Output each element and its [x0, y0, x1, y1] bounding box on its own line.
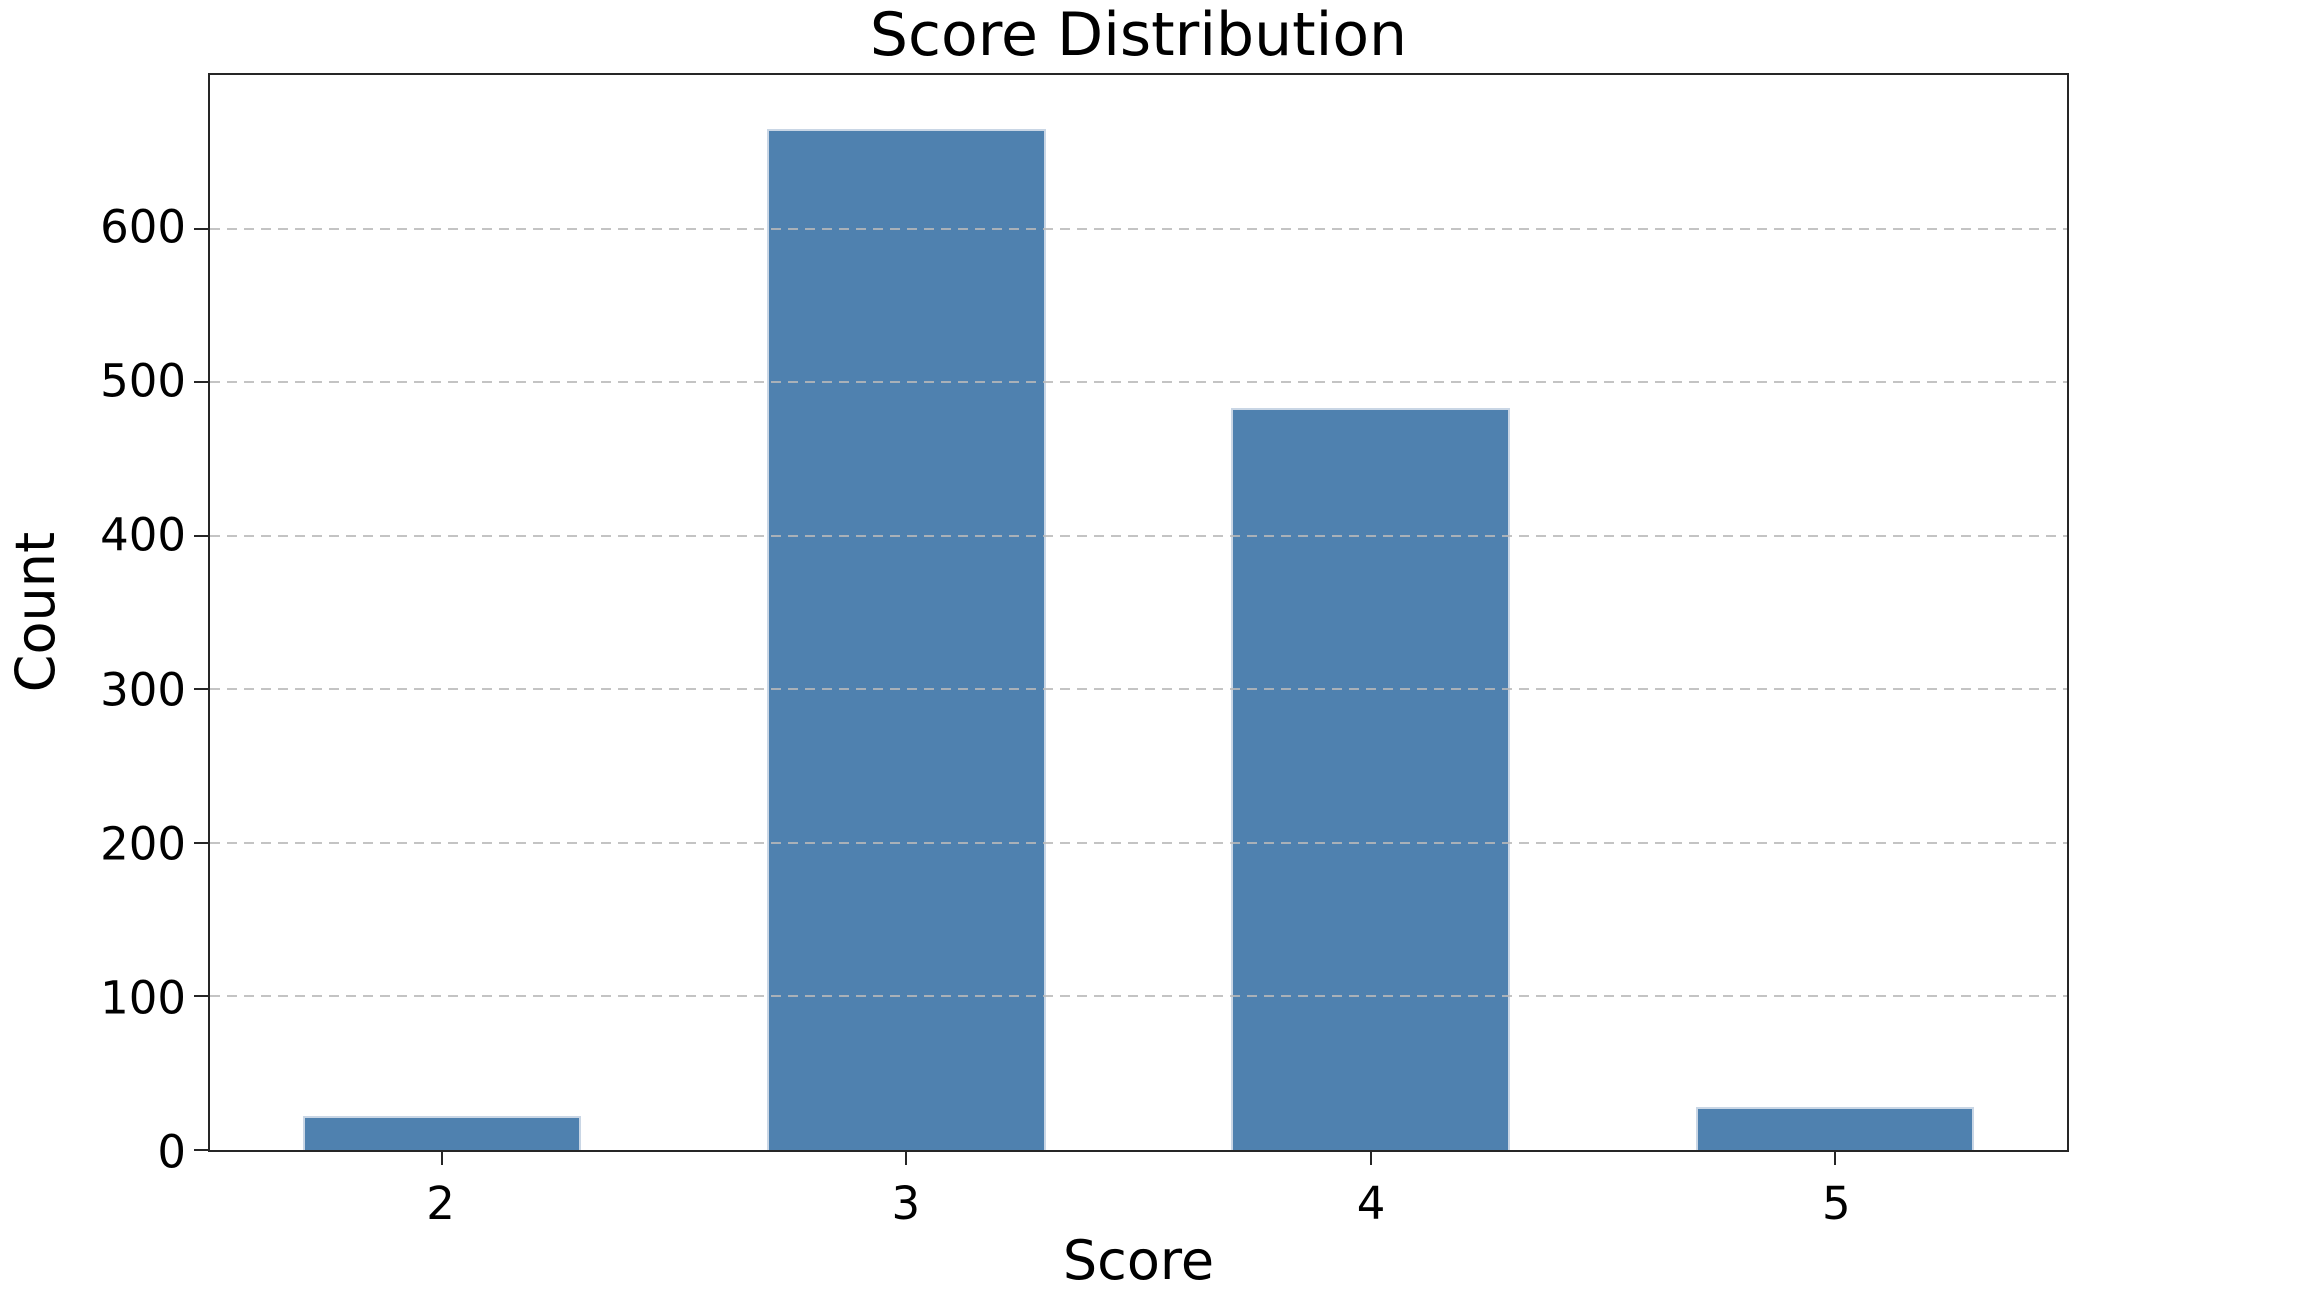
y-tick-labels: 0 100 200 300 400 500 600 — [0, 73, 186, 1175]
y-tick-label-100: 100 — [100, 971, 186, 1025]
y-tick-mark-0 — [194, 1149, 208, 1151]
y-tick-label-200: 200 — [100, 817, 186, 871]
x-tick-mark-5 — [1833, 1150, 1836, 1165]
y-tick-mark-200 — [194, 841, 208, 844]
y-tick-label-600: 600 — [100, 200, 186, 254]
bar-slot-5 — [1603, 75, 2067, 1150]
y-tick-label-0: 0 — [157, 1125, 186, 1179]
bar-score-5 — [1695, 1107, 1975, 1150]
y-tick-mark-100 — [194, 995, 208, 998]
y-tick-label-300: 300 — [100, 663, 186, 717]
x-tick-mark-3 — [905, 1150, 908, 1165]
bar-slot-3 — [674, 75, 1138, 1150]
bars-container — [210, 75, 2067, 1150]
y-tick-mark-600 — [194, 227, 208, 230]
x-tick-label-4: 4 — [1356, 1177, 1386, 1230]
x-tick-labels: 2 3 4 5 — [208, 1180, 2069, 1228]
chart-title: Score Distribution — [869, 0, 1408, 70]
x-axis-label: Score — [1062, 1229, 1215, 1292]
bar-slot-2 — [210, 75, 674, 1150]
bar-score-4 — [1231, 408, 1510, 1150]
y-tick-label-400: 400 — [100, 508, 186, 562]
y-tick-mark-400 — [194, 534, 208, 537]
plot-area — [194, 73, 2069, 1165]
x-tick-mark-2 — [441, 1150, 444, 1165]
x-tick-label-5: 5 — [1822, 1177, 1851, 1230]
x-tick-mark-4 — [1369, 1150, 1372, 1165]
y-tick-mark-500 — [194, 381, 208, 384]
x-tick-label-2: 2 — [426, 1177, 455, 1230]
y-tick-mark-300 — [194, 688, 208, 691]
bar-slot-4 — [1139, 75, 1603, 1150]
bar-score-3 — [767, 128, 1046, 1150]
x-tick-label-3: 3 — [891, 1177, 921, 1230]
y-tick-label-500: 500 — [100, 354, 186, 408]
bar-score-2 — [302, 1116, 582, 1150]
